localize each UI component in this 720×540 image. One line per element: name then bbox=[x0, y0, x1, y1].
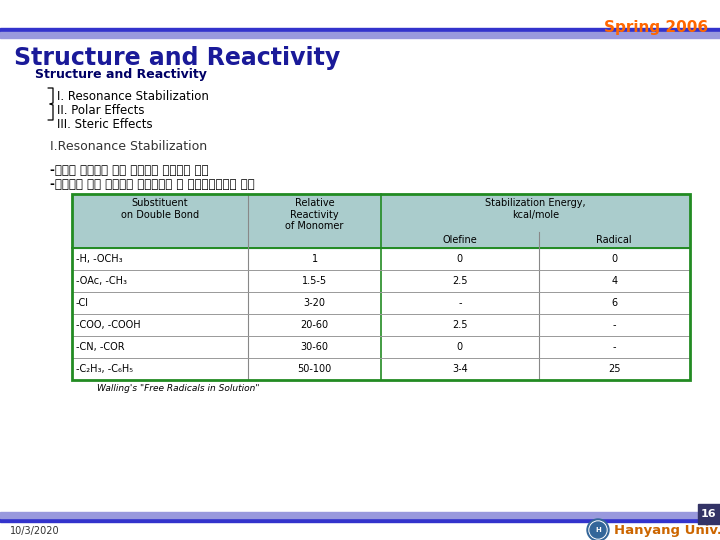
Text: 0: 0 bbox=[456, 254, 463, 264]
Text: 10/3/2020: 10/3/2020 bbox=[10, 526, 60, 536]
Text: H: H bbox=[595, 527, 601, 533]
Text: 2.5: 2.5 bbox=[452, 276, 467, 286]
Circle shape bbox=[590, 522, 606, 538]
Text: 2.5: 2.5 bbox=[452, 320, 467, 330]
Text: Stabilization Energy,
kcal/mole: Stabilization Energy, kcal/mole bbox=[485, 198, 586, 220]
Text: Hanyang Univ.: Hanyang Univ. bbox=[614, 524, 720, 537]
Text: Walling's "Free Radicals in Solution": Walling's "Free Radicals in Solution" bbox=[97, 384, 259, 393]
Text: -라디칼 안정화가 공명 안정성을 지배하는 경향: -라디칼 안정화가 공명 안정성을 지배하는 경향 bbox=[50, 164, 209, 177]
Bar bbox=[72, 336, 690, 358]
Bar bbox=[0, 518, 720, 522]
Bar bbox=[0, 32, 720, 38]
Text: 0: 0 bbox=[456, 342, 463, 352]
Text: 6: 6 bbox=[611, 298, 617, 308]
Bar bbox=[72, 358, 690, 380]
Bar bbox=[72, 270, 690, 292]
Text: -Cl: -Cl bbox=[76, 298, 89, 308]
Text: 25: 25 bbox=[608, 364, 621, 374]
Text: 20-60: 20-60 bbox=[300, 320, 328, 330]
Text: -: - bbox=[613, 320, 616, 330]
Bar bbox=[0, 28, 720, 32]
Text: 0: 0 bbox=[611, 254, 617, 264]
Text: I. Resonance Stabilization: I. Resonance Stabilization bbox=[57, 90, 209, 103]
Bar bbox=[698, 504, 720, 524]
Text: Radical: Radical bbox=[596, 235, 632, 245]
Text: 3-20: 3-20 bbox=[304, 298, 325, 308]
Text: III. Steric Effects: III. Steric Effects bbox=[57, 118, 153, 131]
Bar bbox=[72, 194, 690, 380]
Circle shape bbox=[587, 519, 609, 540]
Text: 1.5-5: 1.5-5 bbox=[302, 276, 327, 286]
Text: 1: 1 bbox=[312, 254, 318, 264]
Circle shape bbox=[589, 521, 607, 539]
Text: I.Resonance Stabilization: I.Resonance Stabilization bbox=[50, 140, 207, 153]
Bar bbox=[72, 194, 690, 232]
Text: II. Polar Effects: II. Polar Effects bbox=[57, 104, 145, 117]
Text: Substituent
on Double Bond: Substituent on Double Bond bbox=[121, 198, 199, 220]
Bar bbox=[72, 232, 690, 248]
Text: Structure and Reactivity: Structure and Reactivity bbox=[14, 46, 341, 70]
Text: Structure and Reactivity: Structure and Reactivity bbox=[35, 68, 207, 81]
Text: -CN, -COR: -CN, -COR bbox=[76, 342, 125, 352]
Text: -C₂H₃, -C₆H₅: -C₂H₃, -C₆H₅ bbox=[76, 364, 133, 374]
Text: 50-100: 50-100 bbox=[297, 364, 332, 374]
Text: -: - bbox=[613, 342, 616, 352]
Text: 16: 16 bbox=[701, 509, 717, 519]
Text: Olefine: Olefine bbox=[442, 235, 477, 245]
Text: -OAc, -CH₃: -OAc, -CH₃ bbox=[76, 276, 127, 286]
Text: -COO, -COOH: -COO, -COOH bbox=[76, 320, 140, 330]
Text: -라디칼이 그에 상응하는 모노머보다 더 공명안정화하는 경향: -라디칼이 그에 상응하는 모노머보다 더 공명안정화하는 경향 bbox=[50, 178, 255, 191]
Text: Relative
Reactivity
of Monomer: Relative Reactivity of Monomer bbox=[285, 198, 343, 231]
Text: 30-60: 30-60 bbox=[300, 342, 328, 352]
Bar bbox=[72, 314, 690, 336]
Bar bbox=[72, 248, 690, 270]
Text: -H, -OCH₃: -H, -OCH₃ bbox=[76, 254, 122, 264]
Text: 3-4: 3-4 bbox=[452, 364, 468, 374]
Bar bbox=[72, 292, 690, 314]
Text: -: - bbox=[458, 298, 462, 308]
Text: Spring 2006: Spring 2006 bbox=[604, 20, 708, 35]
Bar bbox=[0, 512, 720, 518]
Text: 4: 4 bbox=[611, 276, 617, 286]
